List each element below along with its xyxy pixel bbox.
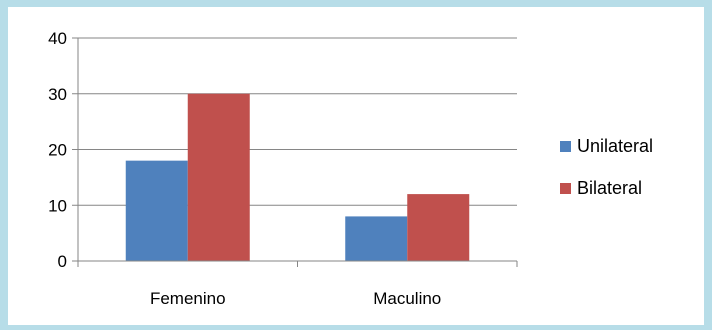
x-axis-ticks: Femenino Maculino — [77, 261, 518, 308]
y-tick-label: 30 — [48, 85, 67, 104]
y-tick-label: 0 — [58, 252, 67, 271]
legend-swatch-unilateral — [560, 141, 571, 152]
y-tick-label: 40 — [48, 29, 67, 48]
bar-unilateral-maculino — [345, 216, 408, 261]
legend: Unilateral Bilateral — [560, 136, 653, 198]
x-tick-label: Maculino — [373, 289, 441, 308]
y-tick-label: 20 — [48, 141, 67, 160]
bar-bilateral-femenino — [187, 93, 250, 261]
bar-chart: 0 10 20 30 40 Femenino Maculino Unilateral Bil… — [48, 29, 653, 308]
legend-label-bilateral: Bilateral — [577, 178, 642, 198]
legend-label-unilateral: Unilateral — [577, 136, 653, 156]
legend-swatch-bilateral — [560, 183, 571, 194]
x-tick-label: Femenino — [150, 289, 226, 308]
bar-unilateral-femenino — [125, 160, 188, 261]
y-tick-label: 10 — [48, 196, 67, 215]
bar-bilateral-maculino — [407, 194, 470, 261]
bars — [125, 93, 470, 261]
y-axis-ticks: 0 10 20 30 40 — [48, 29, 78, 271]
chart-container: 0 10 20 30 40 Femenino Maculino Unilateral Bil… — [8, 7, 704, 325]
